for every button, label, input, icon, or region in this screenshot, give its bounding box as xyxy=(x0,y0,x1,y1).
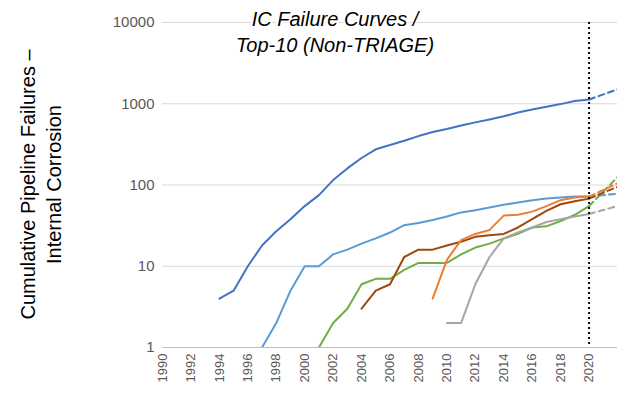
svg-text:Cumulative Pipeline Failures –: Cumulative Pipeline Failures – xyxy=(17,49,39,320)
svg-text:2018: 2018 xyxy=(553,354,568,383)
svg-text:1996: 1996 xyxy=(240,354,255,383)
svg-text:2004: 2004 xyxy=(354,354,369,383)
svg-text:2020: 2020 xyxy=(581,354,596,383)
svg-text:1994: 1994 xyxy=(212,354,227,383)
svg-text:2016: 2016 xyxy=(524,354,539,383)
svg-text:2000: 2000 xyxy=(297,354,312,383)
svg-text:100: 100 xyxy=(129,176,154,193)
svg-text:Internal Corrosion: Internal Corrosion xyxy=(43,105,65,264)
svg-text:2008: 2008 xyxy=(411,354,426,383)
svg-text:1000: 1000 xyxy=(121,95,154,112)
svg-text:10000: 10000 xyxy=(113,13,155,30)
svg-text:2010: 2010 xyxy=(439,354,454,383)
svg-text:2012: 2012 xyxy=(467,354,482,383)
svg-text:IC Failure Curves /Top-10 (Non: IC Failure Curves /Top-10 (Non-TRIAGE) xyxy=(236,8,434,56)
svg-text:1990: 1990 xyxy=(155,354,170,383)
svg-text:1992: 1992 xyxy=(183,354,198,383)
svg-text:2006: 2006 xyxy=(382,354,397,383)
svg-text:1: 1 xyxy=(146,338,154,355)
svg-text:1998: 1998 xyxy=(268,354,283,383)
svg-text:10: 10 xyxy=(138,257,155,274)
svg-text:2002: 2002 xyxy=(325,354,340,383)
svg-text:2014: 2014 xyxy=(496,354,511,383)
